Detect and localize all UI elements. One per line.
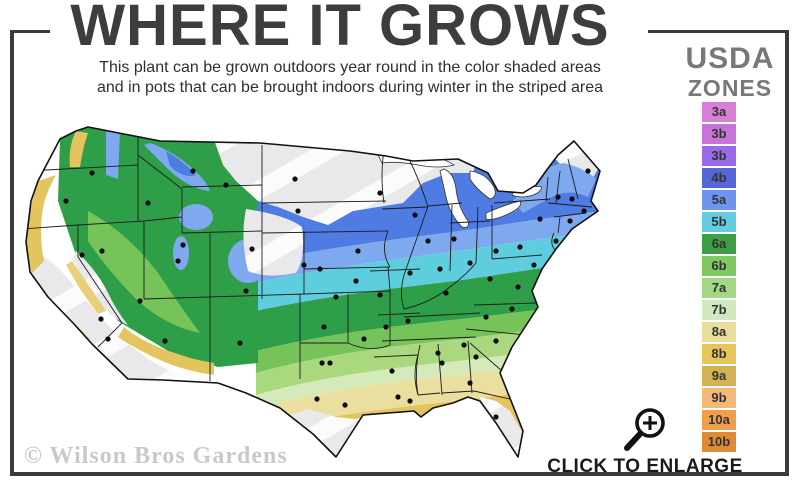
legend-zone-7b-9: 7b [702, 300, 736, 320]
legend-zone-3b-1: 3b [702, 124, 736, 144]
legend-zone-10a-14: 10a [702, 410, 736, 430]
us-outline [25, 126, 601, 458]
legend-zone-6a-6: 6a [702, 234, 736, 254]
subtitle: This plant can be grown outdoors year ro… [20, 58, 680, 98]
click-to-enlarge-button[interactable]: CLICK TO ENLARGE [540, 404, 750, 478]
frame-border-top-right [648, 30, 789, 33]
frame-border-left [10, 30, 14, 476]
legend-zone-5a-4: 5a [702, 190, 736, 210]
subtitle-line-2: and in pots that can be brought indoors … [96, 79, 604, 96]
legend-zone-4b-3: 4b [702, 168, 736, 188]
frame-border-top-left [10, 30, 50, 33]
legend-title-zones: ZONES [687, 75, 773, 101]
page-title: WHERE IT GROWS [70, 0, 610, 58]
legend-title-usda: USDA [685, 42, 775, 75]
legend-zone-5b-5: 5b [702, 212, 736, 232]
city-dots [63, 168, 591, 444]
legend-zone-6b-7: 6b [702, 256, 736, 276]
frame-border-bottom [10, 472, 789, 476]
legend-zone-10b-15: 10b [702, 432, 736, 452]
click-to-enlarge-label[interactable]: CLICK TO ENLARGE [547, 456, 743, 477]
legend-title: USDA ZONES [668, 44, 792, 100]
us-map-svg[interactable] [18, 111, 666, 465]
legend-zone-3a-0: 3a [702, 102, 736, 122]
legend-zone-3b-2: 3b [702, 146, 736, 166]
legend-zone-8b-11: 8b [702, 344, 736, 364]
legend-zone-9a-12: 9a [702, 366, 736, 386]
frame-border-right [785, 30, 789, 476]
legend-zone-list: 3a 3b 3b 4b 5a 5b 6a 6b 7a 7b 8a 8b 9a 9b 10a 10b [702, 102, 736, 454]
subtitle-line-1: This plant can be grown outdoors year ro… [99, 59, 601, 76]
state-borders [26, 133, 593, 400]
great-lakes [377, 151, 543, 228]
magnifier-plus-icon[interactable] [619, 404, 671, 454]
legend-zone-7a-8: 7a [702, 278, 736, 298]
usda-zone-map[interactable] [18, 111, 666, 465]
legend-zone-8a-10: 8a [702, 322, 736, 342]
watermark: © Wilson Bros Gardens [24, 443, 288, 469]
legend-zone-9b-13: 9b [702, 388, 736, 408]
